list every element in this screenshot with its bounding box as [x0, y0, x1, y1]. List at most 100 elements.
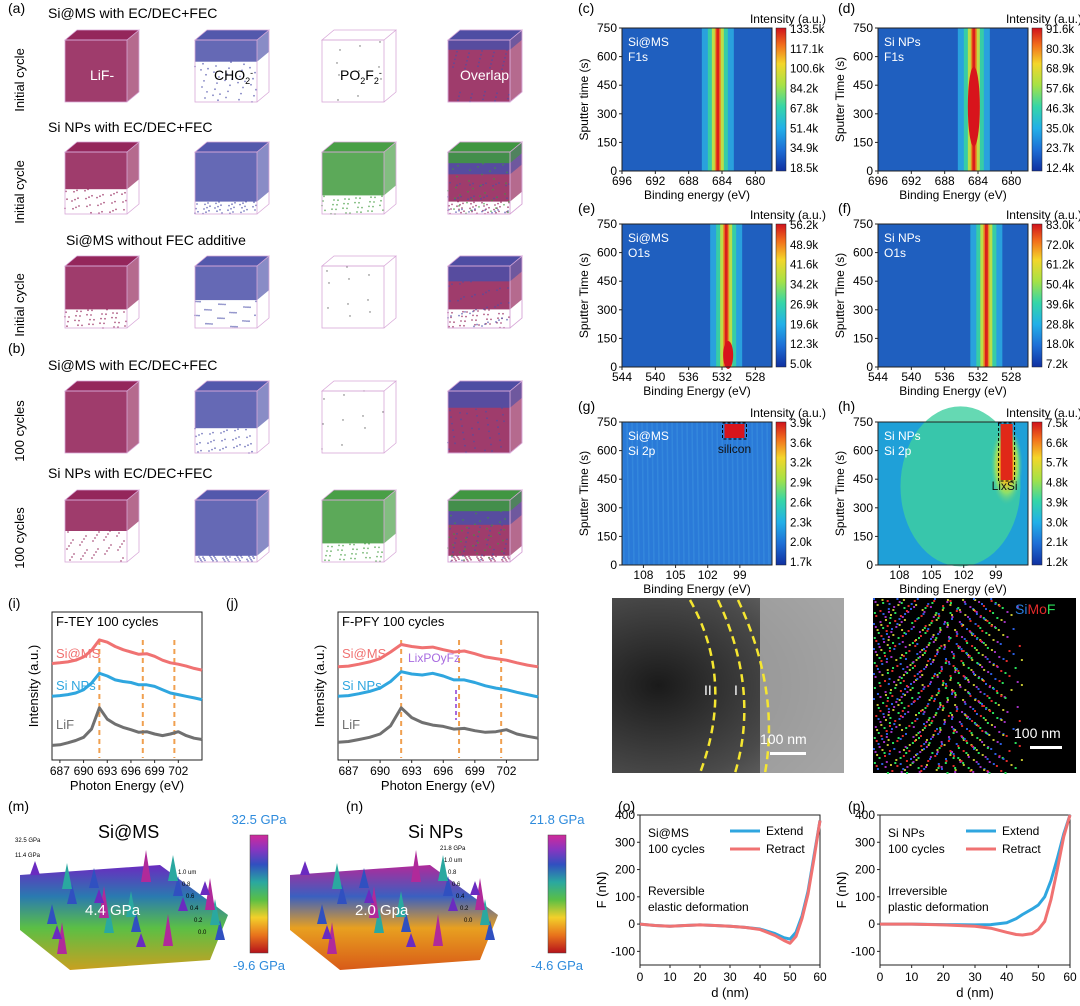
y-tick-label: -100 — [851, 944, 875, 958]
eds-pixel — [1001, 607, 1004, 609]
eds-pixel — [924, 625, 927, 627]
eds-pixel — [884, 619, 887, 621]
heatmap-element: O1s — [884, 246, 906, 260]
cube-speck — [374, 546, 376, 549]
afm-peak — [30, 861, 40, 875]
cube-speck — [241, 69, 243, 72]
cube-speck — [494, 560, 496, 562]
cube-speck — [501, 317, 503, 320]
eds-pixel — [885, 661, 888, 663]
eds-pixel — [926, 605, 929, 607]
y-tick-label: 750 — [597, 217, 617, 231]
eds-pixel — [986, 733, 989, 735]
eds-pixel — [1014, 767, 1017, 769]
cube-edge — [194, 265, 258, 329]
eds-pixel — [990, 748, 993, 750]
eds-pixel — [966, 728, 968, 730]
eds-pixel — [955, 743, 958, 745]
eds-pixel — [919, 751, 922, 753]
eds-pixel — [961, 650, 964, 652]
eds-pixel — [995, 765, 998, 767]
eds-pixel — [936, 674, 939, 676]
eds-pixel — [949, 600, 952, 602]
eds-pixel — [889, 692, 892, 694]
eds-pixel — [910, 603, 913, 605]
colorbar-label: 28.8k — [1046, 319, 1074, 331]
eds-pixel — [888, 647, 891, 649]
eds-pixel — [977, 652, 980, 654]
eds-pixel — [875, 715, 878, 717]
cube-speck — [473, 201, 475, 204]
eds-pixel — [880, 635, 883, 637]
cube-speck — [458, 205, 460, 207]
eds-pixel — [912, 726, 915, 728]
x-tick-label: 108 — [889, 568, 909, 582]
heatmap-streak — [686, 421, 690, 566]
eds-pixel — [1016, 681, 1019, 683]
eds-pixel — [885, 705, 888, 707]
eds-pixel — [883, 741, 886, 743]
cube-speck — [490, 535, 492, 538]
afm-colorbar — [547, 834, 567, 954]
cube-speck — [336, 203, 338, 206]
eds-pixel — [875, 665, 878, 667]
cube-speck — [367, 299, 369, 301]
eds-pixel — [896, 598, 899, 600]
cube-speck — [76, 189, 78, 192]
cube-speck — [508, 316, 510, 319]
cube-speck — [485, 291, 487, 294]
eds-pixel — [887, 639, 890, 641]
afm-peak — [327, 922, 337, 954]
eds-pixel — [968, 693, 971, 695]
eds-pixel — [1002, 709, 1005, 711]
panel-letter: (b) — [8, 340, 25, 356]
eds-pixel — [967, 679, 970, 681]
cube-speck — [505, 543, 507, 545]
colorbar-label: 2.9k — [790, 478, 812, 490]
cube-speck — [483, 308, 485, 311]
eds-pixel — [994, 702, 997, 704]
eds-pixel — [966, 628, 968, 630]
eds-pixel — [903, 707, 906, 709]
cube-speck — [86, 313, 88, 316]
cube-speck — [501, 407, 503, 410]
eds-pixel — [881, 738, 884, 740]
cube-speck — [197, 451, 199, 453]
tem-scale-bar — [770, 752, 806, 755]
cube-speck — [227, 209, 229, 212]
eds-pixel — [938, 690, 941, 692]
eds-pixel — [986, 695, 989, 697]
eds-pixel — [913, 600, 916, 602]
cube-speck — [498, 182, 500, 184]
cube-speck — [475, 319, 477, 322]
afm-peak — [475, 878, 485, 910]
cube-speck — [507, 210, 509, 212]
eds-pixel — [983, 693, 986, 695]
eds-pixel — [946, 772, 949, 774]
colorbar-label: 5.0k — [790, 359, 812, 371]
cube-speck — [106, 550, 108, 552]
x-tick-label: 0 — [877, 970, 884, 984]
colorbar — [1031, 421, 1043, 566]
eds-pixel — [985, 732, 988, 734]
cube-speck — [360, 211, 362, 214]
eds-pixel — [1008, 650, 1011, 652]
eds-pixel — [906, 772, 909, 774]
eds-pixel — [921, 649, 924, 651]
eds-pixel — [886, 600, 889, 602]
eds-pixel — [953, 730, 956, 732]
eds-pixel — [990, 649, 993, 651]
eds-pixel — [909, 664, 912, 666]
eds-pixel — [947, 740, 950, 742]
y-tick-label: 150 — [853, 135, 873, 149]
eds-pixel — [932, 641, 935, 643]
eds-pixel — [957, 670, 960, 672]
eds-pixel — [962, 599, 965, 601]
cube-speck — [218, 76, 220, 78]
eds-pixel — [924, 725, 927, 727]
eds-pixel — [1008, 675, 1011, 677]
cube-speck — [492, 55, 494, 58]
eds-pixel — [970, 669, 973, 671]
cube-speck — [472, 544, 474, 547]
cube-speck — [109, 530, 111, 532]
